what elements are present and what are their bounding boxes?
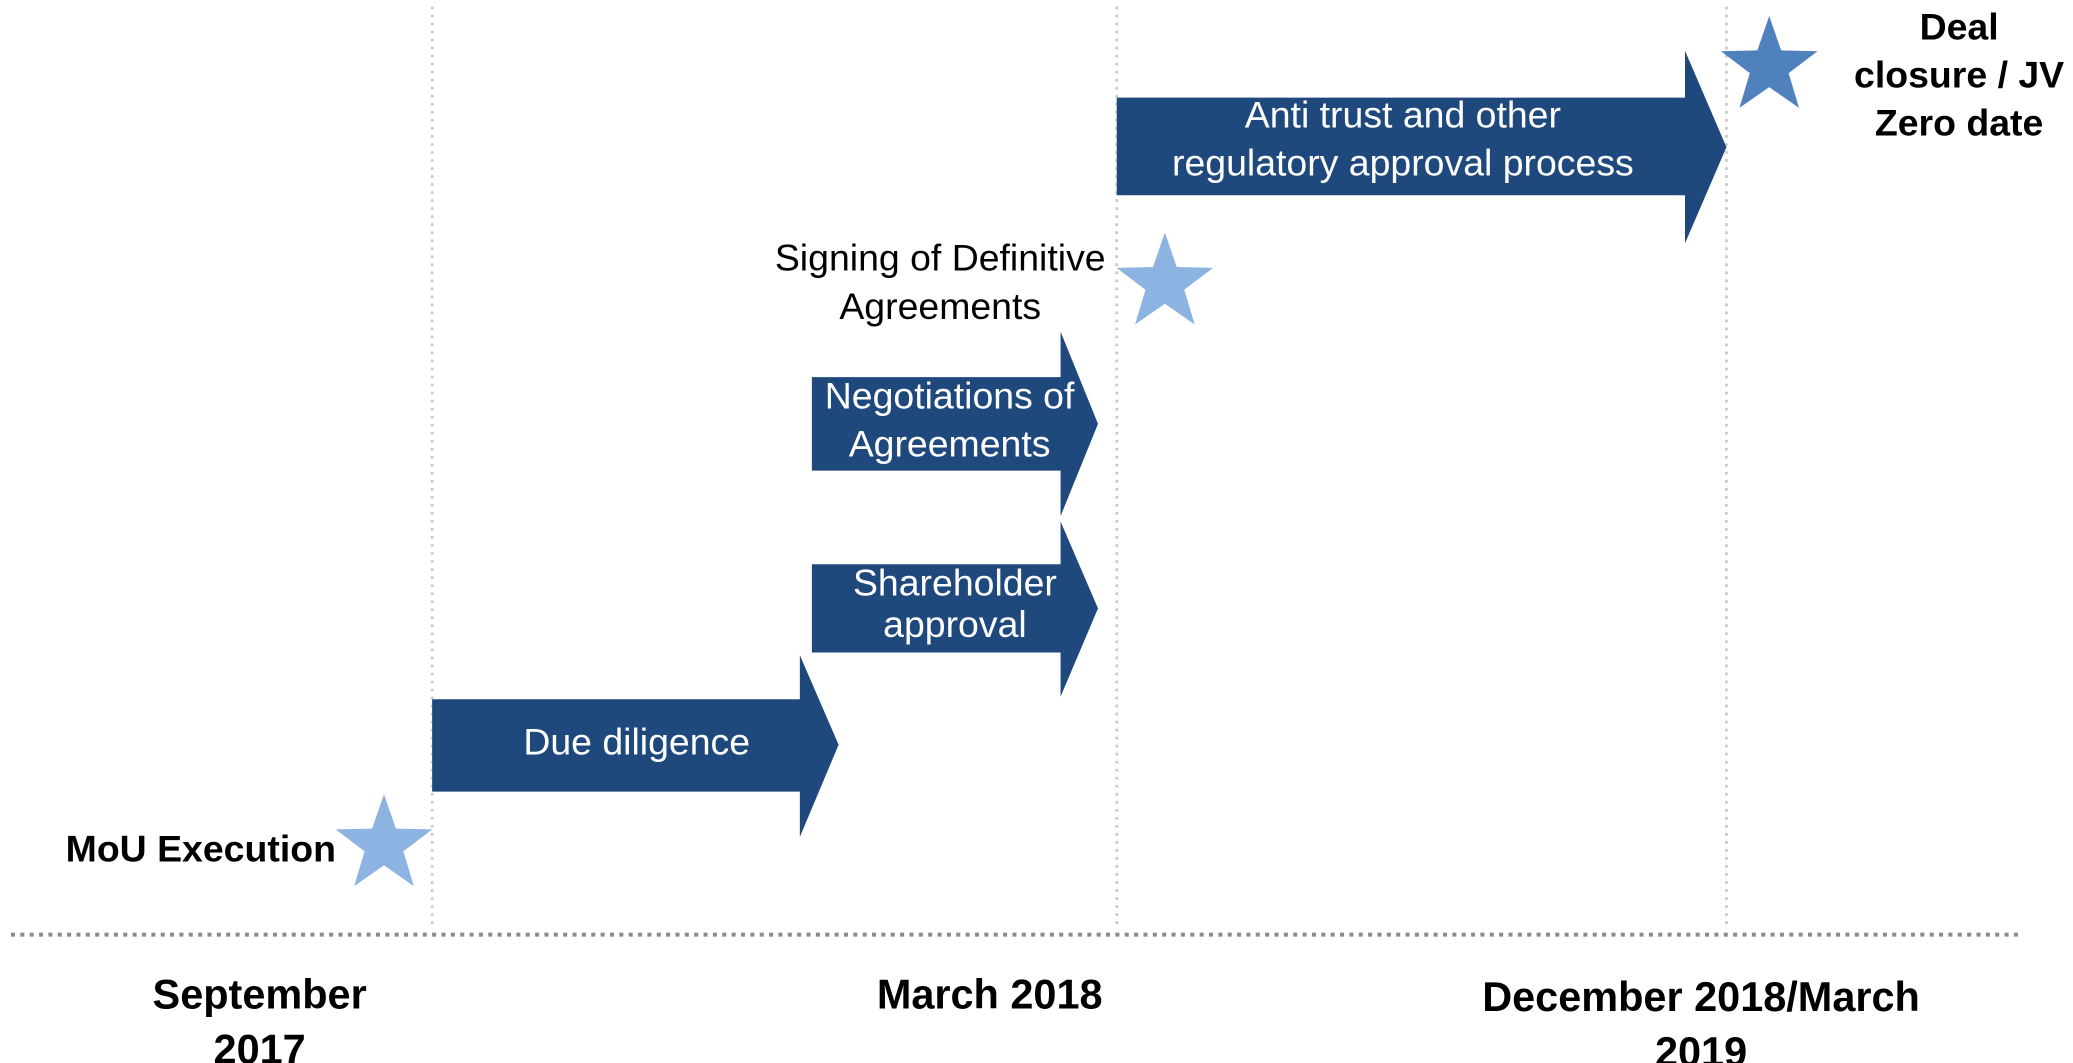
milestone-star	[1116, 232, 1214, 325]
timeline-label: December 2018/March	[1482, 973, 1920, 1020]
phase-arrow	[811, 521, 1099, 697]
phase-label: Due diligence	[523, 721, 750, 763]
phase-arrow	[811, 331, 1099, 517]
timeline-label: 2017	[214, 1025, 306, 1063]
phase-label: Agreements	[849, 422, 1051, 464]
phase-label: Anti trust and other	[1245, 94, 1561, 136]
milestone-label: MoU Execution	[66, 828, 336, 870]
phase-arrow	[1116, 50, 1727, 244]
milestone-star	[335, 794, 433, 887]
timeline-label: 2019	[1655, 1028, 1747, 1063]
phase-label: Shareholder	[853, 562, 1057, 604]
milestone-label: Deal	[1920, 5, 1999, 47]
phase-label: Negotiations of	[825, 374, 1075, 416]
phase-label: regulatory approval process	[1172, 142, 1634, 184]
milestone-label: closure / JV	[1854, 53, 2064, 95]
timeline-label: September	[153, 970, 367, 1017]
phase-arrow	[432, 655, 839, 838]
phase-label: approval	[883, 603, 1027, 645]
milestone-label: Zero date	[1875, 102, 2043, 144]
timeline-label: March 2018	[877, 970, 1103, 1017]
milestone-label: Signing of Definitive	[775, 237, 1106, 279]
milestone-label: Agreements	[839, 285, 1041, 327]
milestone-star	[1720, 16, 1818, 108]
